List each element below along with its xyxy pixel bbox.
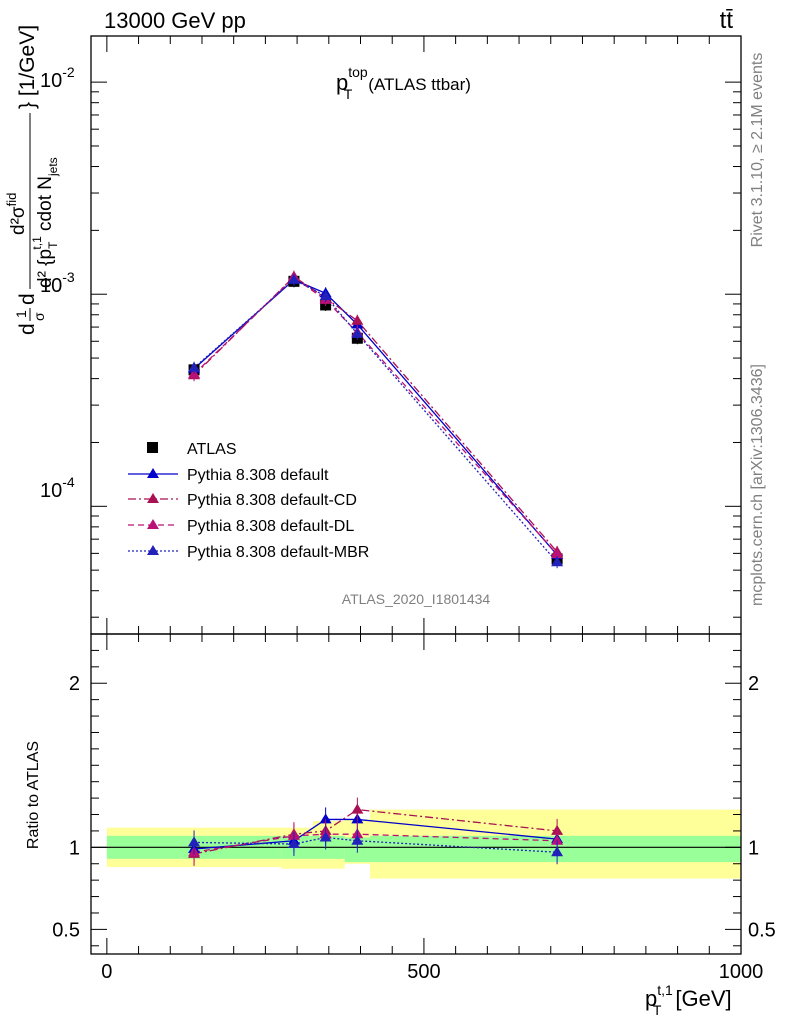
- xtick-label: 500: [407, 961, 440, 983]
- svg-text:σ: σ: [31, 312, 47, 321]
- svg-text:d² {pTt,1 cdot Njets: d² {pTt,1 cdot Njets: [30, 157, 60, 288]
- ratio-ytick-label: 1: [69, 837, 80, 859]
- main-point-series-4: [551, 556, 564, 567]
- mcplots-label: mcplots.cern.ch [arXiv:1306.3436]: [749, 364, 766, 606]
- xaxis-label: pt,1 T [GeV]: [645, 982, 732, 1018]
- legend: ATLAS Pythia 8.308 default Pythia 8.308 …: [128, 441, 369, 561]
- ratio-ytick-label-right: 0.5: [748, 919, 776, 941]
- ratio-point-series-3: [188, 836, 201, 847]
- main-ytick-labels: 10-2 10-3 10-4: [40, 64, 75, 502]
- ratio-uncertainty-bands: [106, 809, 741, 879]
- ratio-point-series-2: [551, 834, 564, 845]
- svg-text:d: d: [16, 293, 39, 305]
- ratio-ytick-label: 0.5: [52, 919, 80, 941]
- ratio-point-series-0: [319, 813, 332, 824]
- ratio-point-series-3: [351, 834, 364, 845]
- ratio-panel: 0.5 0.5 1 1 2 2 0 500 1000 Ratio to ATLAS pt,1 T[…: [25, 633, 776, 1018]
- main-point-series-4: [188, 361, 201, 372]
- svg-text:d²σfid: d²σfid: [4, 193, 29, 235]
- main-point-series-4: [319, 290, 332, 301]
- ratio-point-series-1: [351, 803, 364, 814]
- ratio-ytick-label: 2: [69, 673, 80, 695]
- analysis-watermark: ATLAS_2020_I1801434: [342, 591, 491, 607]
- ratio-point-series-3: [551, 846, 564, 857]
- rivet-label: Rivet 3.1.10, ≥ 2.1M events: [749, 53, 766, 248]
- main-point-series-2: [351, 314, 364, 325]
- legend-item-default: Pythia 8.308 default: [128, 467, 329, 484]
- svg-text:ATLAS: ATLAS: [187, 441, 237, 458]
- ratio-ytick-label-right: 2: [748, 673, 759, 695]
- ratio-point-series-3: [287, 838, 300, 849]
- svg-text:Pythia 8.308 default-CD: Pythia 8.308 default-CD: [187, 492, 357, 509]
- main-title: ptop T (ATLAS ttbar): [336, 64, 471, 102]
- ratio-frame: [90, 633, 742, 955]
- xtick-label: 1000: [719, 961, 764, 983]
- svg-text:Pythia 8.308 default-MBR: Pythia 8.308 default-MBR: [187, 544, 369, 561]
- header-energy-label: 13000 GeV pp: [104, 8, 246, 33]
- main-line-series-2: [193, 275, 558, 553]
- legend-item-atlas: ATLAS: [147, 441, 237, 458]
- ratio-point-series-3: [319, 831, 332, 842]
- main-axis-ticks: [91, 36, 742, 634]
- svg-text:Pythia 8.308 default: Pythia 8.308 default: [187, 467, 329, 484]
- main-point-series-3: [551, 548, 564, 559]
- ratio-axis-ticks: 0.5 0.5 1 1 2 2 0 500 1000: [52, 634, 776, 983]
- main-series-markers: [188, 270, 564, 569]
- header-process-label: tt̄: [720, 7, 734, 34]
- ratio-series-markers: [188, 797, 564, 866]
- svg-text:Pythia 8.308 default-DL: Pythia 8.308 default-DL: [187, 518, 354, 535]
- ratio-ylabel: Ratio to ATLAS: [25, 741, 42, 849]
- ytick-label-1e-4: 10-4: [40, 474, 75, 502]
- main-panel: ptop T (ATLAS ttbar) 10-2 10-3 10-4 d 1 σ …: [4, 25, 742, 635]
- xtick-label: 0: [101, 961, 112, 983]
- main-ylabel: d 1 σ d d²σfid d² {pTt,1 cdot Njets } [1…: [4, 25, 60, 335]
- svg-text:d: d: [16, 323, 39, 335]
- legend-item-default-dl: Pythia 8.308 default-DL: [128, 518, 354, 535]
- ytick-label-1e-2: 10-2: [40, 64, 75, 92]
- legend-item-default-cd: Pythia 8.308 default-CD: [128, 492, 357, 509]
- svg-text:1: 1: [13, 310, 29, 318]
- ytick-label-1e-3: 10-3: [40, 269, 75, 297]
- legend-item-default-mbr: Pythia 8.308 default-MBR: [128, 544, 369, 561]
- ratio-ytick-label-right: 1: [748, 837, 759, 859]
- svg-text:} [1/GeV]: } [1/GeV]: [16, 25, 39, 109]
- main-point-series-4: [287, 273, 300, 284]
- main-point-series-4: [351, 327, 364, 338]
